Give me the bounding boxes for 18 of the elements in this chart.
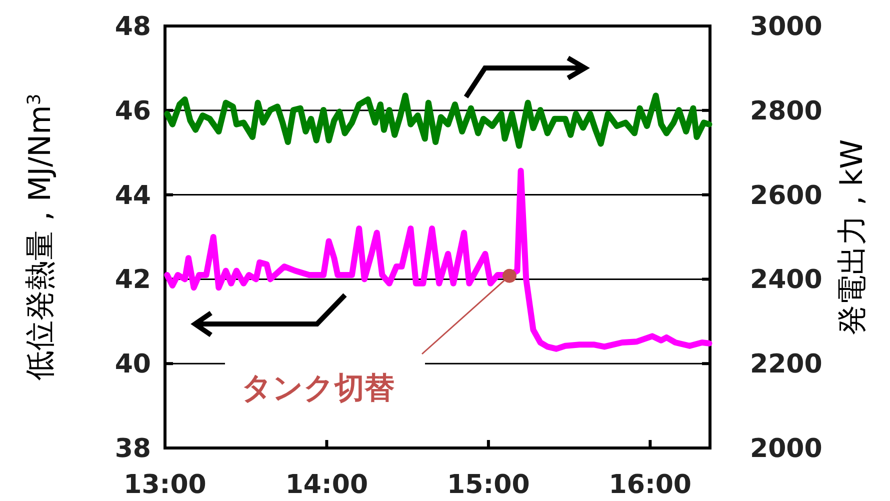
annotation: タンク切替 [242, 371, 394, 406]
y-tick-label: 48 [114, 12, 151, 42]
y2-axis-title: 発電出力 , kW [835, 139, 870, 335]
y-tick-label: 44 [114, 180, 151, 211]
x-tick-label: 13:00 [124, 470, 206, 500]
y-tick-label: 38 [114, 434, 151, 464]
y-tick-label: 46 [114, 96, 151, 126]
y2-tick-label: 2200 [750, 350, 822, 380]
y2-tick-label: 2800 [750, 96, 822, 126]
x-tick-label: 16:00 [608, 470, 692, 500]
y2-tick-label: 2400 [750, 265, 822, 296]
y-tick-label: 40 [114, 350, 151, 380]
x-tick-label: 15:00 [447, 470, 530, 500]
x-tick-label: 14:00 [285, 470, 368, 500]
y2-tick-label: 2600 [750, 180, 822, 211]
y-tick-label: 42 [114, 265, 151, 296]
y2-tick-label: 2000 [750, 434, 822, 464]
y2-tick-label: 3000 [750, 12, 822, 42]
